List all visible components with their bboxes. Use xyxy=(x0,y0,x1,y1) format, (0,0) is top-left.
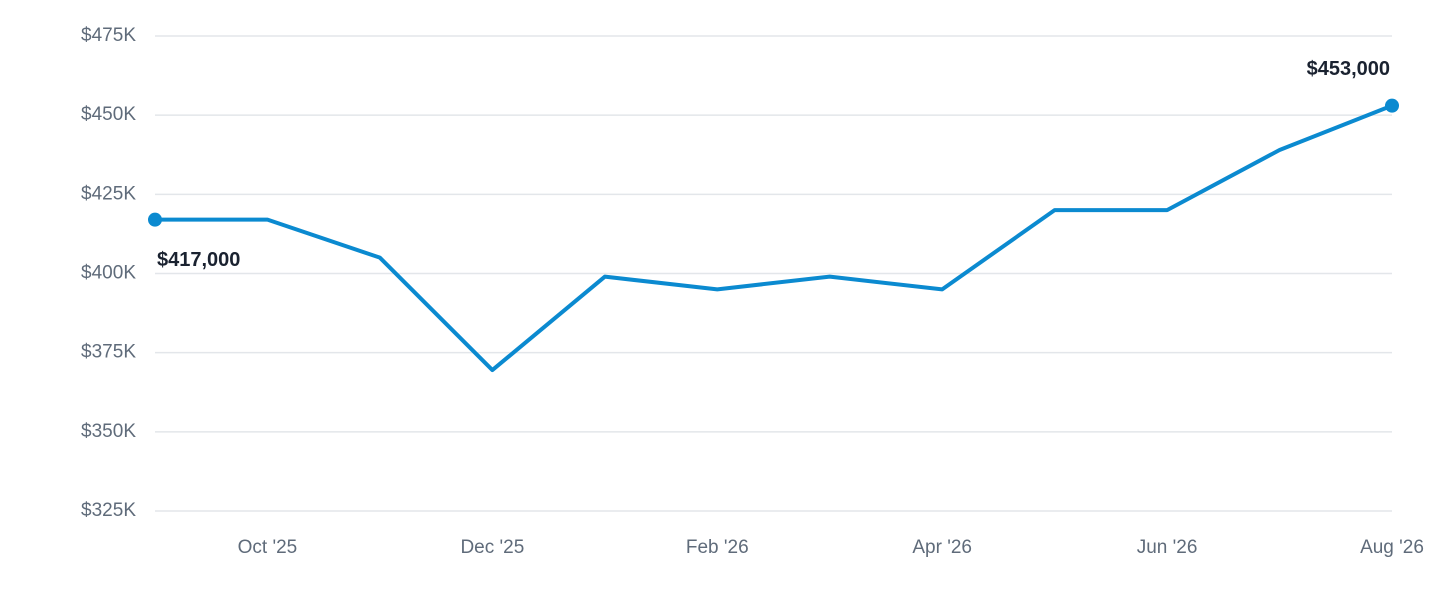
y-tick-label: $325K xyxy=(81,500,136,521)
y-tick-label: $450K xyxy=(81,104,136,125)
y-tick-label: $425K xyxy=(81,183,136,204)
x-tick-label: Aug '26 xyxy=(1360,537,1424,558)
y-tick-label: $400K xyxy=(81,263,136,284)
line xyxy=(155,103,1393,373)
point xyxy=(148,212,162,227)
y-tick-label: $475K xyxy=(81,25,136,46)
value-label: $453,000 xyxy=(1307,58,1390,80)
x-tick-label: Feb '26 xyxy=(686,537,749,558)
x-tick-label: Dec '25 xyxy=(460,537,524,558)
x-tick-label: Apr '26 xyxy=(912,537,972,558)
x-tick-label: Oct '25 xyxy=(238,537,298,558)
x-tick-label: Jun '26 xyxy=(1137,537,1198,558)
point xyxy=(1385,98,1399,113)
value-label: $417,000 xyxy=(157,249,240,271)
y-tick-label: $375K xyxy=(81,342,136,363)
y-tick-label: $350K xyxy=(81,421,136,442)
